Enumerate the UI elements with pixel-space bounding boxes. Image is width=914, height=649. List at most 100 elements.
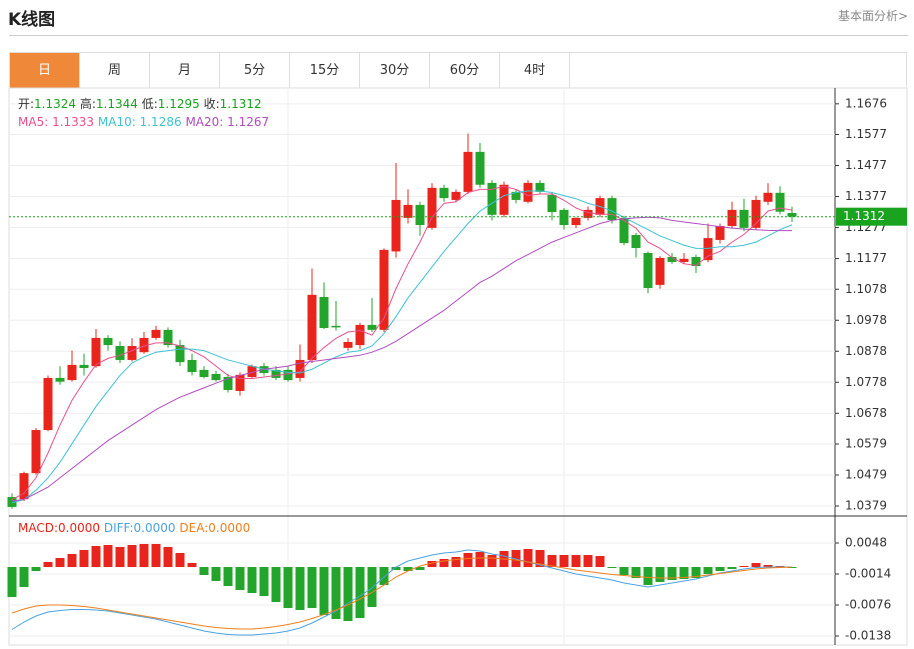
y-tick-label: 0.0048 bbox=[845, 536, 887, 550]
period-tabs: 日周月 5分 15分 30分 60分 4时 bbox=[9, 52, 907, 88]
candle-body bbox=[211, 373, 221, 381]
macd-bar bbox=[727, 567, 737, 569]
candle-body bbox=[787, 212, 797, 217]
legend-name: DIFF: bbox=[104, 521, 134, 535]
candle-body bbox=[367, 324, 377, 330]
candle-body bbox=[523, 182, 533, 202]
period-tab[interactable]: 周 bbox=[80, 53, 150, 88]
candle-body bbox=[499, 184, 509, 215]
candle-body bbox=[415, 204, 425, 226]
macd-bar bbox=[103, 545, 113, 567]
macd-bar bbox=[703, 567, 713, 574]
candle-body bbox=[139, 337, 149, 353]
macd-bar bbox=[631, 567, 641, 578]
indicator-line bbox=[11, 549, 792, 636]
info-value: 1.1344 bbox=[96, 97, 138, 111]
candle-body bbox=[439, 187, 449, 199]
macd-bar bbox=[763, 565, 773, 567]
legend-value: 1.1267 bbox=[227, 115, 269, 129]
period-tab[interactable]: 日 bbox=[10, 53, 80, 88]
y-tick-label: 1.1477 bbox=[845, 158, 887, 172]
macd-bar bbox=[439, 559, 449, 567]
candle-body bbox=[607, 198, 617, 221]
macd-bar bbox=[247, 567, 257, 593]
candle-body bbox=[667, 257, 677, 262]
candle-body bbox=[571, 217, 581, 226]
candle-body bbox=[247, 366, 257, 378]
ohlc-info: 开:1.1324 高:1.1344 低:1.1295 收:1.1312 bbox=[18, 96, 262, 111]
y-tick-label: -0.0014 bbox=[845, 567, 891, 581]
candle-body bbox=[775, 192, 785, 212]
info-value: 1.1295 bbox=[158, 97, 200, 111]
y-tick-label: 1.0878 bbox=[845, 344, 887, 358]
candle-body bbox=[271, 369, 281, 378]
candle-body bbox=[391, 199, 401, 252]
candle-body bbox=[463, 151, 473, 192]
period-tab[interactable]: 30分 bbox=[360, 53, 430, 88]
macd-bar bbox=[343, 567, 353, 621]
macd-bar bbox=[643, 567, 653, 585]
y-tick-label: 1.1676 bbox=[845, 96, 887, 110]
page-title: K线图 bbox=[8, 10, 56, 30]
macd-bar bbox=[307, 567, 317, 608]
analysis-link[interactable]: 基本面分析> bbox=[837, 9, 908, 23]
macd-bar bbox=[607, 567, 617, 568]
macd-bar bbox=[331, 567, 341, 619]
info-label: 低: bbox=[142, 97, 158, 111]
macd-bar bbox=[175, 553, 185, 567]
macd-bar bbox=[487, 555, 497, 567]
candle-body bbox=[403, 204, 413, 218]
macd-bar bbox=[463, 553, 473, 567]
macd-bar bbox=[655, 567, 665, 582]
candle-body bbox=[751, 199, 761, 228]
macd-bar bbox=[271, 567, 281, 602]
macd-bar bbox=[7, 567, 17, 597]
macd-bar bbox=[151, 544, 161, 567]
macd-bar bbox=[319, 567, 329, 615]
candle-body bbox=[283, 369, 293, 381]
period-tab[interactable]: 15分 bbox=[290, 53, 360, 88]
macd-bar bbox=[259, 567, 269, 596]
macd-bar bbox=[415, 567, 425, 570]
candle-body bbox=[703, 238, 713, 261]
indicator-line bbox=[11, 190, 793, 504]
candle-body bbox=[343, 341, 353, 348]
macd-bar bbox=[391, 567, 401, 570]
period-tab[interactable]: 5分 bbox=[220, 53, 290, 88]
candle-body bbox=[535, 182, 545, 192]
legend-name: MA5: bbox=[18, 115, 48, 129]
macd-bar bbox=[199, 567, 209, 575]
period-tab[interactable]: 月 bbox=[150, 53, 220, 88]
candle-body bbox=[127, 345, 137, 360]
macd-bar bbox=[211, 567, 221, 581]
macd-bar bbox=[367, 567, 377, 607]
macd-bar bbox=[115, 547, 125, 567]
macd-bar bbox=[475, 552, 485, 567]
macd-bar bbox=[559, 555, 569, 567]
macd-bar bbox=[235, 567, 245, 590]
candle-body bbox=[91, 337, 101, 367]
candle-body bbox=[319, 297, 329, 329]
candle-body bbox=[763, 192, 773, 202]
candle-body bbox=[631, 234, 641, 249]
candle-body bbox=[67, 364, 77, 381]
candle-body bbox=[487, 182, 497, 215]
info-value: 1.1324 bbox=[34, 97, 76, 111]
indicator-line bbox=[11, 185, 793, 500]
candle-body bbox=[619, 217, 629, 244]
period-tab[interactable]: 60分 bbox=[430, 53, 500, 88]
candle-body bbox=[475, 151, 485, 185]
candle-body bbox=[55, 377, 65, 382]
candle-body bbox=[103, 337, 113, 346]
legend-name: DEA: bbox=[179, 521, 208, 535]
legend-value: 1.1286 bbox=[140, 115, 182, 129]
candle-body bbox=[175, 345, 185, 363]
period-tab[interactable]: 4时 bbox=[500, 53, 570, 88]
macd-bar bbox=[547, 555, 557, 567]
candle-body bbox=[19, 473, 29, 500]
macd-bar bbox=[451, 557, 461, 567]
candle-body bbox=[655, 257, 665, 285]
candle-body bbox=[451, 191, 461, 200]
y-tick-label: -0.0138 bbox=[845, 629, 891, 643]
indicator-line bbox=[11, 557, 793, 630]
